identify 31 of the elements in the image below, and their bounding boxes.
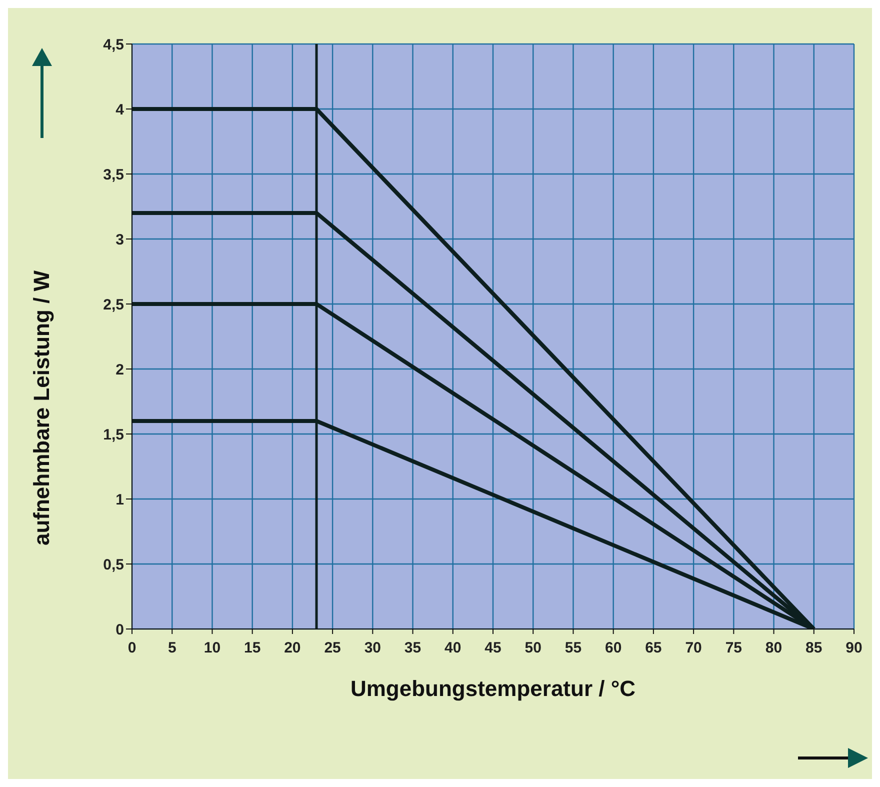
y-tick-label: 1,5 xyxy=(103,426,124,444)
x-tick-label: 90 xyxy=(846,640,862,657)
y-tick-label: 3 xyxy=(116,231,124,248)
y-tick-label: 3,5 xyxy=(103,166,124,184)
y-tick-label: 1 xyxy=(116,491,124,508)
y-tick-label: 0 xyxy=(116,621,124,638)
x-tick-label: 60 xyxy=(604,640,622,657)
x-tick-label: 45 xyxy=(484,640,502,657)
x-tick-label: 85 xyxy=(806,640,822,657)
y-axis-title: aufnehmbare Leistung / W xyxy=(29,270,55,546)
x-tick-label: 80 xyxy=(765,640,782,657)
y-tick-label: 2 xyxy=(116,361,124,378)
x-tick-label: 25 xyxy=(324,640,341,657)
y-tick-label: 4 xyxy=(116,101,125,118)
x-tick-label: 40 xyxy=(444,640,462,657)
x-tick-label: 20 xyxy=(284,640,301,657)
x-tick-label: 55 xyxy=(564,640,582,657)
y-tick-label: 0,5 xyxy=(103,556,124,574)
x-tick-label: 35 xyxy=(404,640,422,657)
y-tick-label: 4,5 xyxy=(103,36,124,54)
x-tick-label: 15 xyxy=(244,640,261,657)
x-tick-label: 5 xyxy=(168,640,176,657)
x-tick-label: 50 xyxy=(524,640,542,657)
x-tick-label: 65 xyxy=(645,640,662,657)
y-tick-label: 2,5 xyxy=(103,296,124,314)
x-axis-title: Umgebungstemperatur / °C xyxy=(350,676,636,701)
x-tick-label: 10 xyxy=(204,640,221,657)
x-tick-label: 0 xyxy=(128,640,136,657)
x-tick-label: 75 xyxy=(725,640,742,657)
x-tick-label: 30 xyxy=(364,640,382,657)
x-tick-label: 70 xyxy=(685,640,702,657)
